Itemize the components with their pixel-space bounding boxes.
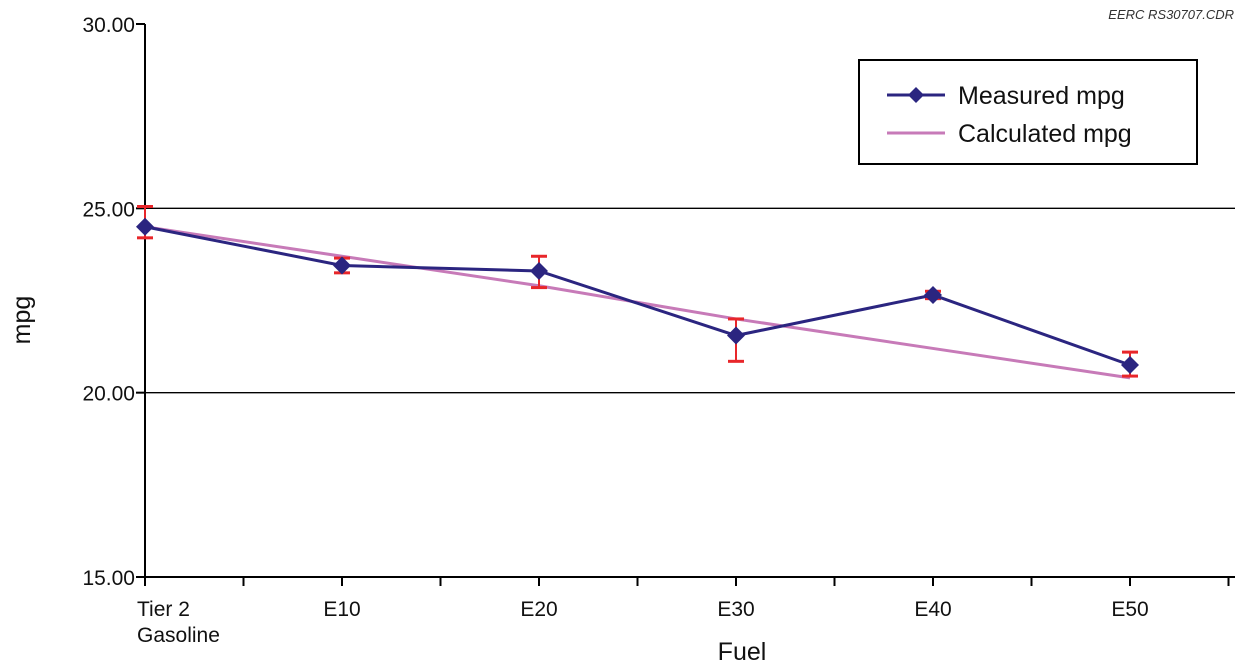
measured-mpg-line — [144, 225, 1131, 367]
x-tick-label: E40 — [914, 598, 951, 621]
measured-mpg-point — [924, 285, 942, 304]
x-tick-labels: Tier 2 Gasoline E10 E20 E30 E40 E50 — [137, 598, 1149, 647]
measured-mpg-point — [1121, 356, 1139, 375]
legend-calculated-label: Calculated mpg — [958, 120, 1132, 148]
measured-mpg-point — [727, 326, 745, 345]
x-tick-label: E50 — [1111, 598, 1148, 621]
x-tick-label: E20 — [520, 598, 557, 621]
measured-mpg-point — [136, 217, 154, 236]
legend-measured-marker — [908, 87, 924, 103]
error-bars — [137, 204, 1138, 378]
axes — [136, 23, 1235, 586]
legend: Measured mpg Calculated mpg — [858, 59, 1198, 165]
y-tick-labels: 15.00 20.00 25.00 30.00 — [82, 14, 135, 590]
x-axis-title: Fuel — [718, 638, 767, 665]
gridlines — [145, 207, 1235, 394]
measured-mpg-point — [333, 256, 351, 275]
y-axis-title: mpg — [8, 296, 36, 345]
y-tick-label: 20.00 — [82, 383, 135, 406]
y-tick-label: 30.00 — [82, 14, 135, 37]
x-tick-label: Tier 2 — [137, 598, 190, 621]
y-tick-label: 15.00 — [82, 567, 135, 590]
chart-credit: EERC RS30707.CDR — [1108, 7, 1234, 22]
measured-mpg-series — [136, 217, 1139, 375]
y-tick-label: 25.00 — [82, 198, 135, 221]
x-tick-label: E10 — [323, 598, 360, 621]
x-tick-label: E30 — [717, 598, 754, 621]
x-tick-label: Gasoline — [137, 624, 220, 647]
measured-mpg-point — [530, 262, 548, 281]
legend-box — [858, 59, 1198, 165]
legend-measured-label: Measured mpg — [958, 82, 1125, 110]
